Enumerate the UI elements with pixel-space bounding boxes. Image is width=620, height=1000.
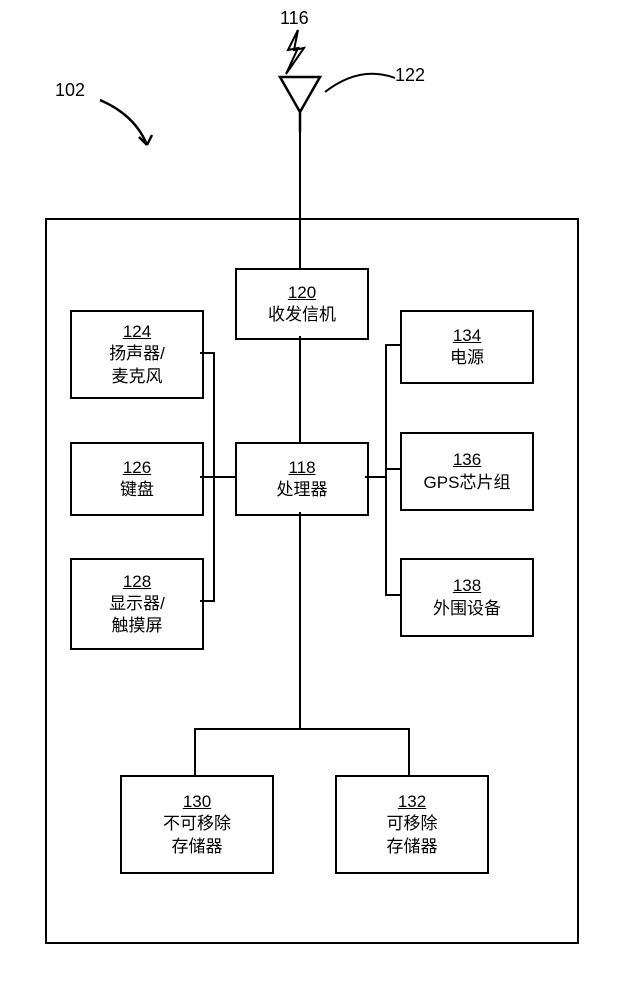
- num-periph: 138: [453, 575, 481, 597]
- num-processor: 118: [288, 457, 315, 479]
- num-nonremov: 130: [183, 791, 211, 813]
- label-102: 102: [55, 80, 85, 101]
- node-transceiver: 120 收发信机: [235, 268, 369, 340]
- text-processor: 处理器: [277, 479, 328, 501]
- conn-bottom-h: [194, 728, 410, 730]
- text-gps: GPS芯片组: [424, 472, 511, 494]
- text-remov: 可移除 存储器: [387, 813, 438, 857]
- text-keyboard: 键盘: [120, 479, 154, 501]
- conn-right-stub-1: [385, 344, 400, 346]
- num-keyboard: 126: [123, 457, 151, 479]
- conn-bottom-v-left: [194, 728, 196, 775]
- node-speaker: 124 扬声器/ 麦克风: [70, 310, 204, 399]
- conn-left-to-proc: [213, 476, 235, 478]
- label-116: 116: [280, 8, 309, 29]
- num-gps: 136: [453, 449, 481, 471]
- text-transceiver: 收发信机: [268, 304, 336, 326]
- text-power: 电源: [450, 347, 484, 369]
- conn-box-transceiver: [299, 218, 301, 268]
- text-periph: 外围设备: [433, 598, 501, 620]
- text-display: 显示器/ 触摸屏: [109, 593, 165, 637]
- node-processor: 118 处理器: [235, 442, 369, 516]
- leader-122: [320, 70, 400, 100]
- conn-right-stub-3: [385, 594, 400, 596]
- conn-bottom-v-right: [408, 728, 410, 775]
- node-gps: 136 GPS芯片组: [400, 432, 534, 511]
- text-speaker: 扬声器/ 麦克风: [109, 343, 165, 387]
- conn-left-stub-3: [200, 600, 215, 602]
- text-nonremov: 不可移除 存储器: [163, 813, 231, 857]
- lightning-icon: [278, 28, 318, 78]
- node-power: 134 电源: [400, 310, 534, 384]
- node-nonremov: 130 不可移除 存储器: [120, 775, 274, 874]
- node-display: 128 显示器/ 触摸屏: [70, 558, 204, 650]
- num-transceiver: 120: [288, 282, 316, 304]
- antenna-icon: [275, 72, 325, 132]
- num-display: 128: [123, 571, 151, 593]
- num-speaker: 124: [123, 321, 151, 343]
- node-keyboard: 126 键盘: [70, 442, 204, 516]
- num-remov: 132: [398, 791, 426, 813]
- conn-right-stub-2: [385, 468, 400, 470]
- conn-right-bus-v: [385, 344, 387, 596]
- num-power: 134: [453, 325, 481, 347]
- conn-proc-bottom: [299, 512, 301, 728]
- node-remov: 132 可移除 存储器: [335, 775, 489, 874]
- conn-left-stub-1: [200, 352, 215, 354]
- node-periph: 138 外围设备: [400, 558, 534, 637]
- conn-right-to-proc: [365, 476, 387, 478]
- conn-antenna-box: [299, 130, 301, 218]
- conn-trans-proc: [299, 336, 301, 442]
- arrow-102: [95, 95, 165, 165]
